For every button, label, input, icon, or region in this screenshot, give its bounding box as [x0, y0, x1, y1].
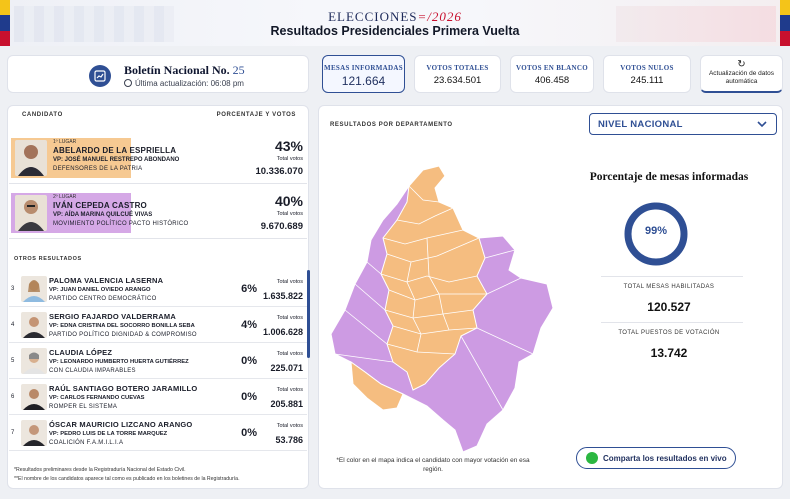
candidates-panel: CANDIDATO PORCENTAJE Y VOTOS 1º LUGAR AB… [7, 105, 310, 489]
level-select[interactable]: NIVEL NACIONAL [589, 113, 777, 135]
col-candidato: CANDIDATO [22, 112, 63, 118]
footnotes: *Resultados preliminares desde la Regist… [14, 467, 240, 482]
candidate-percentage: 0% [241, 391, 257, 403]
mesas-percentage-title: Porcentaje de mesas informadas [589, 171, 749, 183]
department-borders [334, 185, 534, 411]
last-update: Última actualización: 06:08 pm [124, 79, 244, 88]
list-scrollbar[interactable] [307, 270, 310, 358]
habilitadas-label: TOTAL MESAS HABILITADAS [623, 284, 715, 290]
candidate-photo [15, 140, 47, 176]
candidate-photo [21, 420, 47, 446]
candidate-percentage: 6% [241, 283, 257, 295]
boletin-card: Boletín Nacional No. 25 Última actualiza… [7, 55, 309, 93]
leader-row-2[interactable]: 2º LUGAR IVÁN CEPEDA CASTRO VP: AÍDA MAR… [9, 191, 307, 239]
donut-progress-arc [624, 202, 688, 266]
refresh-button[interactable]: ↻ Actualización de datos automática [700, 55, 783, 93]
mesas-percentage-value: 99% [644, 225, 668, 237]
candidate-name: ÓSCAR MAURICIO LIZCANO ARANGO [49, 420, 193, 429]
results-panel: RESULTADOS POR DEPARTAMENTO NIVEL NACION… [318, 105, 783, 489]
map-note: *El color en el mapa indica el candidato… [336, 457, 530, 473]
share-results-button[interactable]: Comparta los resultados en vivo [576, 447, 736, 469]
puestos-label: TOTAL PUESTOS DE VOTACIÓN [618, 330, 720, 336]
candidate-row[interactable]: 4 SERGIO FAJARDO VALDERRAMA VP: EDNA CRI… [9, 307, 307, 343]
refresh-icon: ↻ [737, 59, 746, 70]
otros-resultados-heading: OTROS RESULTADOS [14, 256, 82, 262]
candidate-name: PALOMA VALENCIA LASERNA [49, 276, 164, 285]
whatsapp-icon [586, 452, 598, 464]
boletin-title: Boletín Nacional No. 25 [124, 63, 245, 77]
stat-votos-en-blanco[interactable]: VOTOS EN BLANCO 406.458 [510, 55, 594, 93]
stat-votos-nulos[interactable]: VOTOS NULOS 245.111 [603, 55, 691, 93]
habilitadas-value: 120.527 [647, 300, 691, 314]
flag-right [780, 0, 790, 46]
candidate-photo [21, 312, 47, 338]
candidate-row[interactable]: 3 PALOMA VALENCIA LASERNA VP: JUAN DANIE… [9, 271, 307, 307]
candidate-name: SERGIO FAJARDO VALDERRAMA [49, 312, 176, 321]
candidate-photo [15, 195, 47, 231]
chart-icon [89, 65, 111, 87]
candidate-name: IVÁN CEPEDA CASTRO [53, 201, 147, 210]
candidate-name: ABELARDO DE LA ESPRIELLA [53, 146, 177, 155]
candidate-percentage: 0% [241, 427, 257, 439]
mesas-progress-donut [624, 202, 688, 266]
candidate-votes: 1.006.628 [262, 327, 303, 337]
candidate-votes: 9.670.689 [260, 221, 303, 232]
candidate-votes: 53.786 [275, 435, 303, 445]
stat-mesas-informadas[interactable]: MESAS INFORMADAS 121.664 [322, 55, 405, 93]
candidate-percentage: 4% [241, 319, 257, 331]
page-title: Resultados Presidenciales Primera Vuelta [270, 24, 520, 38]
elections-logo: ELECCIONES=/2026 [328, 9, 462, 24]
map-region-orange[interactable] [350, 360, 404, 411]
candidate-name: CLAUDIA LÓPEZ [49, 348, 113, 357]
colombia-map[interactable] [327, 158, 559, 458]
divider [601, 276, 743, 277]
candidate-votes: 10.336.070 [255, 166, 303, 177]
candidate-votes: 205.881 [270, 399, 303, 409]
header-decoration-right [616, 6, 776, 42]
flag-left [0, 0, 10, 46]
divider [601, 322, 743, 323]
chevron-down-icon [757, 121, 767, 128]
candidate-row[interactable]: 6 RAÚL SANTIAGO BOTERO JARAMILLO VP: CAR… [9, 379, 307, 415]
page-header: ELECCIONES=/2026 Resultados Presidencial… [0, 0, 790, 46]
candidate-votes: 225.071 [270, 363, 303, 373]
candidate-row[interactable]: 7 ÓSCAR MAURICIO LIZCANO ARANGO VP: PEDR… [9, 415, 307, 451]
stat-votos-totales[interactable]: VOTOS TOTALES 23.634.501 [414, 55, 501, 93]
col-porcentaje: PORCENTAJE Y VOTOS [216, 112, 296, 118]
candidate-photo [21, 348, 47, 374]
candidate-row[interactable]: 5 CLAUDIA LÓPEZ VP: LEONARDO HUMBERTO HU… [9, 343, 307, 379]
clock-icon [124, 79, 132, 87]
map-title: RESULTADOS POR DEPARTAMENTO [330, 122, 453, 128]
candidate-photo [21, 384, 47, 410]
header-decoration-left [14, 6, 174, 42]
candidate-votes: 1.635.822 [262, 291, 303, 301]
candidate-name: RAÚL SANTIAGO BOTERO JARAMILLO [49, 384, 198, 393]
leader-row-1[interactable]: 1º LUGAR ABELARDO DE LA ESPRIELLA VP: JO… [9, 136, 307, 184]
candidate-photo [21, 276, 47, 302]
candidate-percentage: 43% [274, 138, 303, 154]
puestos-value: 13.742 [650, 346, 688, 360]
candidate-percentage: 40% [274, 193, 303, 209]
candidate-percentage: 0% [241, 355, 257, 367]
